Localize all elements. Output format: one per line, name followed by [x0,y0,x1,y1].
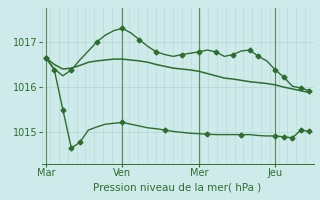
X-axis label: Pression niveau de la mer( hPa ): Pression niveau de la mer( hPa ) [93,182,262,192]
